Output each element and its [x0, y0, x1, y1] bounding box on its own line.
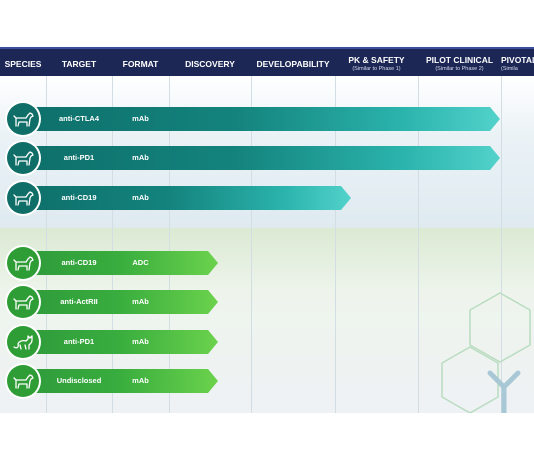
- format-label: ADC: [132, 258, 149, 267]
- column-divider: [335, 76, 336, 413]
- program-row: anti-CD19 ADC: [0, 247, 534, 279]
- program-row: anti-PD1 mAb: [0, 326, 534, 358]
- column-divider: [169, 76, 170, 413]
- column-header-developability: DEVELOPABILITY: [251, 49, 335, 78]
- column-header-format: FORMAT: [112, 49, 169, 78]
- dog-icon: [7, 365, 39, 397]
- column-divider: [251, 76, 252, 413]
- column-header-discovery: DISCOVERY: [169, 49, 251, 78]
- hexagon-antibody-watermark: [441, 292, 531, 413]
- dog-icon: [7, 142, 39, 174]
- progress-bar: [21, 251, 218, 275]
- column-divider: [501, 76, 502, 413]
- column-header-subtitle: (Similar to Phase 1): [352, 66, 401, 72]
- program-row: anti-ActRII mAb: [0, 286, 534, 318]
- column-header-title: PILOT CLINICAL: [425, 55, 494, 65]
- dog-icon: [7, 103, 39, 135]
- progress-bar: [21, 186, 351, 210]
- column-header-title: FORMAT: [122, 58, 159, 69]
- column-header-title: SPECIES: [4, 58, 42, 69]
- column-header-title: PIVOTAL: [501, 55, 534, 65]
- column-header-subtitle: (Simila: [501, 66, 518, 72]
- pipeline-chart: SPECIES TARGET FORMAT DISCOVERY DEVELOPA…: [0, 47, 534, 413]
- column-header-title: DISCOVERY: [185, 58, 235, 69]
- target-label: anti-CTLA4: [59, 114, 99, 123]
- format-label: mAb: [132, 114, 149, 123]
- column-divider: [46, 76, 47, 413]
- target-label: anti-CD19: [61, 258, 97, 267]
- program-row: anti-CTLA4 mAb: [0, 103, 534, 135]
- progress-bar: [21, 330, 218, 354]
- dog-icon: [7, 286, 39, 318]
- format-label: mAb: [132, 297, 149, 306]
- pipeline-body: anti-CTLA4 mAb anti-PD1 mAb anti-CD19 mA…: [0, 76, 534, 413]
- target-label: Undisclosed: [56, 376, 102, 385]
- column-header-pivotal: PIVOTAL (Simila: [501, 49, 534, 78]
- dog-icon: [7, 182, 39, 214]
- column-header-title: TARGET: [61, 58, 97, 69]
- pipeline-header: SPECIES TARGET FORMAT DISCOVERY DEVELOPA…: [0, 47, 534, 78]
- column-header-species: SPECIES: [0, 49, 46, 78]
- progress-bar: [21, 107, 500, 131]
- target-label: anti-PD1: [63, 153, 95, 162]
- column-header-pilot-clinical: PILOT CLINICAL (Similar to Phase 2): [418, 49, 501, 78]
- progress-bar: [21, 146, 500, 170]
- target-label: anti-ActRII: [60, 297, 98, 306]
- program-row: anti-PD1 mAb: [0, 142, 534, 174]
- column-header-target: TARGET: [46, 49, 112, 78]
- format-label: mAb: [132, 337, 149, 346]
- column-header-pk-safety: PK & SAFETY (Similar to Phase 1): [335, 49, 418, 78]
- format-label: mAb: [132, 193, 149, 202]
- format-label: mAb: [132, 153, 149, 162]
- program-row: anti-CD19 mAb: [0, 182, 534, 214]
- progress-bar: [21, 369, 218, 393]
- column-header-title: DEVELOPABILITY: [256, 58, 330, 69]
- progress-bar: [21, 290, 218, 314]
- cat-icon: [7, 326, 39, 358]
- column-header-subtitle: (Similar to Phase 2): [435, 66, 484, 72]
- column-header-title: PK & SAFETY: [348, 55, 405, 65]
- format-label: mAb: [132, 376, 149, 385]
- column-divider: [112, 76, 113, 413]
- program-row: Undisclosed mAb: [0, 365, 534, 397]
- column-divider: [418, 76, 419, 413]
- dog-icon: [7, 247, 39, 279]
- target-label: anti-CD19: [61, 193, 97, 202]
- target-label: anti-PD1: [63, 337, 95, 346]
